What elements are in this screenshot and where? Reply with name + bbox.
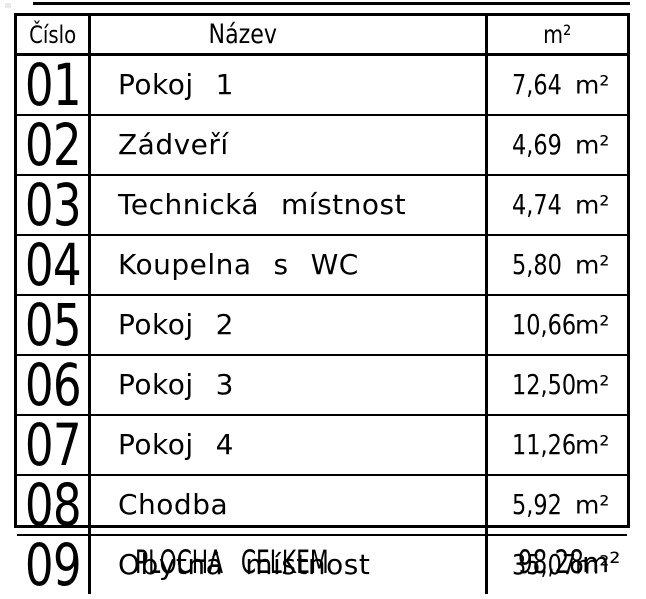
- room-area-value: 11,26: [512, 428, 577, 461]
- room-area-unit: m²: [575, 70, 610, 100]
- room-area-unit: m²: [575, 550, 610, 580]
- room-number: 05: [24, 291, 81, 359]
- total-unit: m²: [582, 546, 621, 579]
- room-area-unit: m²: [575, 250, 610, 280]
- room-area-cell: 5,92 m²: [488, 476, 627, 534]
- room-area-cell: 5,80 m²: [488, 236, 627, 294]
- room-area-value: 5,92: [512, 488, 562, 521]
- room-name: Chodba: [118, 487, 229, 521]
- room-number: 03: [24, 171, 81, 239]
- room-name: Koupelna s WC: [118, 247, 359, 281]
- room-number: 06: [24, 351, 81, 419]
- room-area-value: 4,74: [512, 188, 562, 221]
- cropped-drawing-line: [33, 2, 630, 5]
- room-area-unit: m²: [575, 490, 610, 520]
- room-name-cell: Zádveří: [91, 116, 488, 174]
- table-row: 02 Zádveří 4,69 m²: [17, 116, 627, 176]
- table-body: 01 Pokoj 1 7,64 m² 02 Zádveří 4,69 m² 03 Technick…: [17, 56, 627, 594]
- room-area-cell: 11,26 m²: [488, 416, 627, 474]
- table-row: 07 Pokoj 4 11,26 m²: [17, 416, 627, 476]
- room-area-unit: m²: [575, 190, 610, 220]
- room-number-cell: 08: [17, 476, 91, 534]
- room-name-cell: Pokoj 1: [91, 56, 488, 114]
- room-area-unit: m²: [575, 430, 610, 460]
- room-name-cell: Technická místnost: [91, 176, 488, 234]
- room-name-cell: Koupelna s WC: [91, 236, 488, 294]
- column-header-area-label: m²: [543, 20, 572, 49]
- room-area-cell: 4,69 m²: [488, 116, 627, 174]
- room-name: Technická místnost: [118, 187, 407, 221]
- room-number-cell: 04: [17, 236, 91, 294]
- room-name: Zádveří: [118, 127, 229, 161]
- room-area-cell: 4,74 m²: [488, 176, 627, 234]
- room-number-cell: 07: [17, 416, 91, 474]
- room-number: 02: [24, 111, 81, 179]
- room-number: 01: [24, 51, 81, 119]
- room-area-table: Číslo Název m² 01 Pokoj 1 7,64 m² 02 Zádveří 4…: [14, 13, 630, 594]
- column-header-name: Název: [91, 16, 488, 53]
- room-number-cell: 03: [17, 176, 91, 234]
- room-name: Pokoj 3: [118, 367, 234, 401]
- table-row: 01 Pokoj 1 7,64 m²: [17, 56, 627, 116]
- room-name: Pokoj 4: [118, 427, 234, 461]
- room-name-cell: Pokoj 4: [91, 416, 488, 474]
- room-area-cell: 10,66 m²: [488, 296, 627, 354]
- stray-mark: [5, 3, 11, 8]
- room-name: Obytná místnost: [118, 547, 371, 581]
- room-area-cell: 35,07 m²: [488, 536, 627, 594]
- room-number: 07: [24, 411, 81, 479]
- room-number-cell: 01: [17, 56, 91, 114]
- room-area-value: 10,66: [512, 308, 577, 341]
- column-header-number: Číslo: [17, 16, 91, 53]
- room-number-cell: 06: [17, 356, 91, 414]
- room-area-cell: 12,50 m²: [488, 356, 627, 414]
- room-area-unit: m²: [575, 310, 610, 340]
- room-area-unit: m²: [575, 370, 610, 400]
- table-row: 05 Pokoj 2 10,66 m²: [17, 296, 627, 356]
- room-area-value: 12,50: [512, 368, 577, 401]
- total-label: PLOCHA CELKEM: [135, 543, 329, 581]
- column-header-name-label: Název: [208, 19, 278, 50]
- room-number-cell: 02: [17, 116, 91, 174]
- room-name-cell: Obytná místnost: [91, 536, 488, 594]
- table-row: 06 Pokoj 3 12,50 m²: [17, 356, 627, 416]
- room-name-cell: Pokoj 2: [91, 296, 488, 354]
- total-row: PLOCHA CELKEM 98,28 m²: [0, 541, 646, 581]
- room-number-cell: 05: [17, 296, 91, 354]
- table-row: 04 Koupelna s WC 5,80 m²: [17, 236, 627, 296]
- room-area-value: 4,69: [512, 128, 562, 161]
- column-header-number-label: Číslo: [29, 20, 76, 49]
- room-number: 04: [24, 231, 81, 299]
- room-name: Pokoj 2: [118, 307, 234, 341]
- table-row: 08 Chodba 5,92 m²: [17, 476, 627, 536]
- table-header-row: Číslo Název m²: [17, 16, 627, 56]
- room-area-value: 35,07: [512, 548, 577, 581]
- room-area-cell: 7,64 m²: [488, 56, 627, 114]
- table-row: 03 Technická místnost 4,74 m²: [17, 176, 627, 236]
- room-area-value: 7,64: [512, 68, 562, 101]
- room-name-cell: Pokoj 3: [91, 356, 488, 414]
- room-name-cell: Chodba: [91, 476, 488, 534]
- room-number: 08: [24, 471, 81, 539]
- total-value: 98,28: [518, 543, 584, 581]
- room-area-value: 5,80: [512, 248, 562, 281]
- room-area-unit: m²: [575, 130, 610, 160]
- column-header-area: m²: [488, 16, 627, 53]
- room-name: Pokoj 1: [118, 67, 234, 101]
